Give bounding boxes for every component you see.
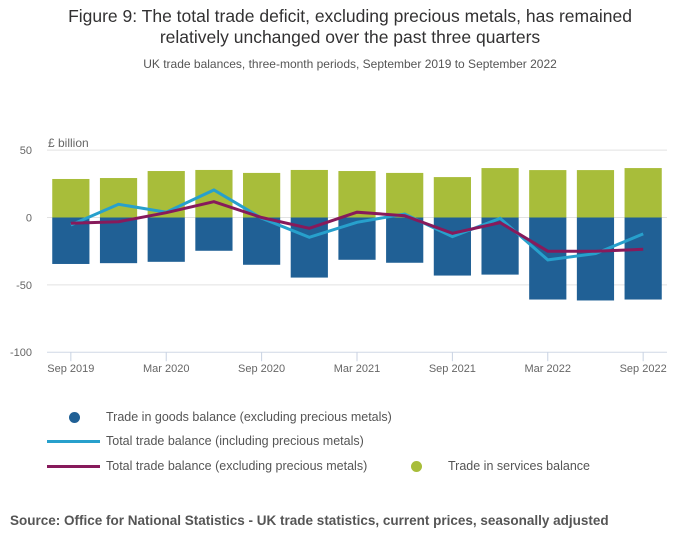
y-tick-label: 0: [26, 213, 32, 225]
services-bar: [576, 170, 615, 218]
goods-bar: [624, 217, 662, 300]
x-tick-label: Mar 2020: [143, 363, 189, 375]
goods-bar: [386, 217, 424, 263]
x-axis: Sep 2019 Mar 2020 Sep 2020 Mar 2021 Sep 2021…: [47, 352, 667, 375]
bars: [52, 168, 662, 301]
legend-item-goods[interactable]: Trade in goods balance (excluding precio…: [67, 410, 407, 426]
lines: [70, 188, 644, 262]
services-bar: [338, 171, 376, 218]
y-axis-ticks: 50 0 -50 -100: [10, 145, 32, 359]
legend-item-total-excl[interactable]: Total trade balance (excluding precious …: [47, 459, 377, 475]
y-axis-unit-label: £ billion: [48, 136, 89, 150]
legend-label: Trade in goods balance (excluding precio…: [106, 410, 392, 424]
services-bar: [195, 169, 233, 218]
goods-bar: [52, 217, 90, 264]
chart-title: Figure 9: The total trade deficit, exclu…: [0, 6, 700, 48]
services-bar: [290, 169, 328, 218]
total-excl-precious-line: [70, 200, 644, 253]
legend-label: Total trade balance (including precious …: [106, 434, 364, 448]
legend-dot-icon: [411, 461, 422, 472]
services-bar: [529, 170, 567, 218]
goods-bar: [147, 217, 185, 262]
services-bar: [99, 178, 138, 218]
chart-title-line-2: relatively unchanged over the past three…: [159, 27, 541, 47]
legend-label: Trade in services balance: [448, 459, 590, 473]
services-bar: [433, 177, 471, 218]
legend-line-icon: [47, 465, 100, 468]
services-bar: [52, 178, 90, 218]
legend-dot-icon: [69, 412, 80, 423]
x-tick-label: Mar 2022: [525, 363, 571, 375]
x-tick-label: Mar 2021: [334, 363, 380, 375]
x-tick-label: Sep 2020: [238, 363, 285, 375]
y-tick-label: -50: [16, 280, 32, 292]
legend-line-icon: [47, 440, 100, 443]
goods-bar: [99, 217, 138, 264]
x-tick-label: Sep 2019: [47, 363, 94, 375]
y-tick-label: -100: [10, 347, 32, 359]
legend-item-services[interactable]: Trade in services balance: [411, 459, 611, 475]
services-bar: [481, 168, 519, 218]
legend-item-total-incl[interactable]: Total trade balance (including precious …: [47, 434, 377, 450]
y-tick-label: 50: [20, 145, 32, 157]
chart-subtitle: UK trade balances, three-month periods, …: [143, 57, 557, 71]
goods-bar: [433, 217, 471, 276]
chart-title-line-1: Figure 9: The total trade deficit, exclu…: [68, 6, 632, 26]
goods-bar: [243, 217, 281, 265]
chart-plot: 500-50-100 £ billion Sep 2019 Mar 2020 Sep…: [10, 136, 667, 375]
x-tick-label: Sep 2022: [620, 363, 667, 375]
services-bar: [386, 172, 424, 218]
goods-bar: [576, 217, 615, 301]
source-note: Source: Office for National Statistics -…: [10, 513, 609, 528]
goods-bar: [195, 217, 233, 251]
legend-label: Total trade balance (excluding precious …: [106, 459, 368, 473]
x-tick-label: Sep 2021: [429, 363, 476, 375]
goods-bar: [338, 217, 376, 260]
goods-bar: [481, 217, 519, 275]
services-bar: [624, 168, 662, 218]
